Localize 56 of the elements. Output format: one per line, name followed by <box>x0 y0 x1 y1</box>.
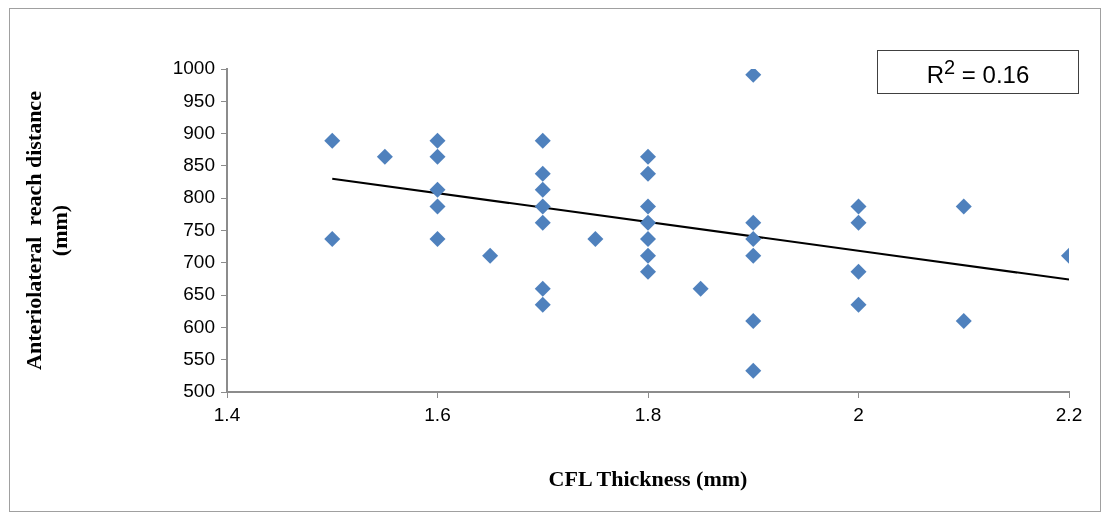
y-tick-label: 750 <box>183 218 215 240</box>
y-tick-label: 900 <box>183 121 215 143</box>
point <box>745 362 762 379</box>
y-tick-label: 500 <box>183 380 215 402</box>
y-tick-label: 550 <box>183 347 215 369</box>
point <box>429 181 446 198</box>
point <box>534 181 551 198</box>
x-tick-label: 2 <box>853 403 864 425</box>
point <box>850 198 867 215</box>
y-tick-label: 800 <box>183 186 215 208</box>
point <box>692 280 709 297</box>
point <box>640 247 656 264</box>
point <box>640 263 656 280</box>
point <box>850 263 867 280</box>
y-tick-label: 850 <box>183 154 215 176</box>
point <box>376 148 393 165</box>
x-tick-label: 1.4 <box>213 403 241 425</box>
y-tick-label: 600 <box>183 315 215 337</box>
point <box>640 214 656 231</box>
point <box>324 230 341 247</box>
point <box>534 296 551 313</box>
point <box>534 198 551 215</box>
point <box>745 69 762 83</box>
point <box>955 198 972 215</box>
point <box>429 148 446 165</box>
annotation: R$^{2}$ = 0.16 <box>926 55 1030 89</box>
point <box>640 165 656 182</box>
y-tick-label: 650 <box>183 283 215 305</box>
x-tick-label: 1.6 <box>424 403 451 425</box>
point <box>324 132 341 149</box>
point <box>429 198 446 215</box>
y-tick-label: 1000 <box>172 57 215 79</box>
point <box>850 296 867 313</box>
point <box>640 198 656 215</box>
point <box>429 132 446 149</box>
point <box>640 148 656 165</box>
y-tick-label: 700 <box>183 251 215 273</box>
point <box>534 165 551 182</box>
point <box>534 280 551 297</box>
point <box>429 230 446 247</box>
y-axis-title: Anteriolateral reach distance (mm) <box>20 90 73 370</box>
point <box>955 312 972 329</box>
point <box>587 230 604 247</box>
point <box>745 230 762 247</box>
x-axis-title: CFL Thickness (mm) <box>548 466 748 492</box>
point <box>745 247 762 264</box>
point <box>640 230 656 247</box>
point <box>534 214 551 231</box>
x-tick-label: 2.2 <box>1055 403 1083 425</box>
point <box>745 312 762 329</box>
x-tick-label: 1.8 <box>634 403 662 425</box>
point <box>534 132 551 149</box>
y-tick-label: 950 <box>183 89 215 111</box>
point <box>850 214 867 231</box>
point <box>482 247 499 264</box>
point <box>745 214 762 231</box>
